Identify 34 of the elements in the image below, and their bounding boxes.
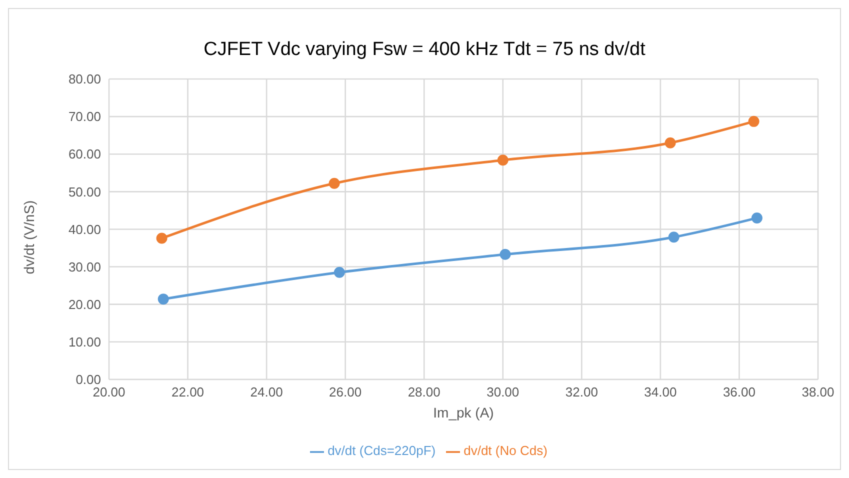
- x-tick-label: 22.00: [172, 384, 204, 400]
- x-tick-label: 28.00: [408, 384, 440, 400]
- point: [748, 116, 760, 127]
- point: [751, 212, 762, 224]
- point: [158, 294, 169, 305]
- x-tick-label: 32.00: [565, 384, 598, 400]
- y-tick-label: 70.00: [68, 109, 101, 124]
- x-tick-label: 38.00: [802, 384, 834, 400]
- y-tick-label: 30.00: [68, 259, 101, 274]
- point: [668, 232, 680, 243]
- y-tick-label: 40.00: [68, 222, 101, 237]
- x-tick-label: 26.00: [329, 384, 362, 400]
- y-tick-label: 60.00: [68, 146, 101, 162]
- x-tick-label: 30.00: [486, 384, 520, 400]
- legend-label: dv/dt (No Cds): [464, 443, 548, 458]
- x-tick-label: 24.00: [250, 384, 283, 400]
- x-tick-label: 34.00: [644, 384, 677, 400]
- y-tick-label: 80.00: [68, 72, 101, 87]
- point: [328, 178, 340, 189]
- y-tick-label: 10.00: [68, 334, 101, 350]
- point: [664, 137, 676, 148]
- point: [156, 232, 168, 244]
- chart-title: CJFET Vdc varying Fsw = 400 kHz Tdt = 75 ns dv/dt: [202, 39, 646, 61]
- point: [500, 248, 511, 260]
- y-tick-label: 0.00: [76, 372, 101, 388]
- point: [497, 154, 508, 166]
- y-tick-label: 20.00: [68, 296, 101, 312]
- x-axis-title: Im_pk (A): [433, 404, 494, 420]
- point: [334, 266, 345, 278]
- x-tick-label: 20.00: [92, 384, 126, 400]
- legend-label: dv/dt (Cds=220pF): [328, 443, 436, 458]
- y-axis-title: dv/dt (V/nS): [20, 200, 37, 274]
- y-tick-label: 50.00: [68, 184, 101, 200]
- x-tick-label: 36.00: [722, 384, 756, 400]
